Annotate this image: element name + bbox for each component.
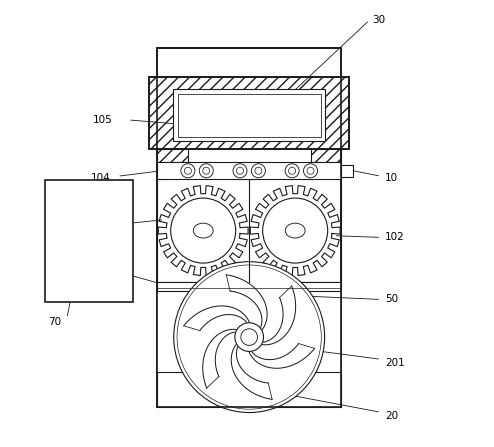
Bar: [157, 371, 341, 408]
Bar: [45, 180, 133, 302]
Text: 201: 201: [385, 358, 405, 368]
Circle shape: [203, 167, 210, 174]
Circle shape: [184, 167, 191, 174]
Bar: [157, 48, 341, 408]
Circle shape: [199, 164, 213, 178]
Bar: [157, 48, 341, 408]
Bar: [157, 282, 341, 291]
Text: 104: 104: [90, 173, 110, 183]
Circle shape: [307, 167, 314, 174]
Circle shape: [237, 167, 244, 174]
Circle shape: [288, 167, 295, 174]
Circle shape: [241, 329, 257, 346]
Text: 20: 20: [385, 411, 398, 421]
Circle shape: [263, 198, 328, 263]
Bar: [149, 77, 349, 149]
Bar: [163, 179, 244, 277]
Bar: [157, 179, 341, 282]
Circle shape: [285, 164, 299, 178]
Circle shape: [255, 167, 262, 174]
Circle shape: [235, 323, 263, 351]
Circle shape: [171, 198, 236, 263]
Circle shape: [233, 164, 247, 178]
Bar: [157, 291, 341, 408]
Text: 107: 107: [92, 264, 112, 274]
Text: 10: 10: [385, 173, 398, 182]
Text: 70: 70: [48, 317, 61, 327]
Ellipse shape: [285, 223, 305, 238]
Text: 102: 102: [385, 232, 405, 242]
Bar: [157, 179, 341, 282]
Bar: [254, 179, 336, 277]
Circle shape: [251, 164, 265, 178]
Bar: [173, 89, 325, 141]
Text: 105: 105: [92, 115, 112, 125]
Circle shape: [174, 261, 325, 413]
Bar: [157, 371, 341, 408]
Bar: [341, 165, 353, 177]
Bar: [178, 94, 321, 137]
Bar: [149, 77, 349, 149]
Bar: [157, 162, 341, 179]
Ellipse shape: [193, 223, 213, 238]
Circle shape: [181, 164, 195, 178]
Text: 50: 50: [385, 295, 398, 304]
Circle shape: [303, 164, 318, 178]
Text: 101: 101: [92, 219, 112, 229]
Text: 30: 30: [372, 15, 385, 25]
